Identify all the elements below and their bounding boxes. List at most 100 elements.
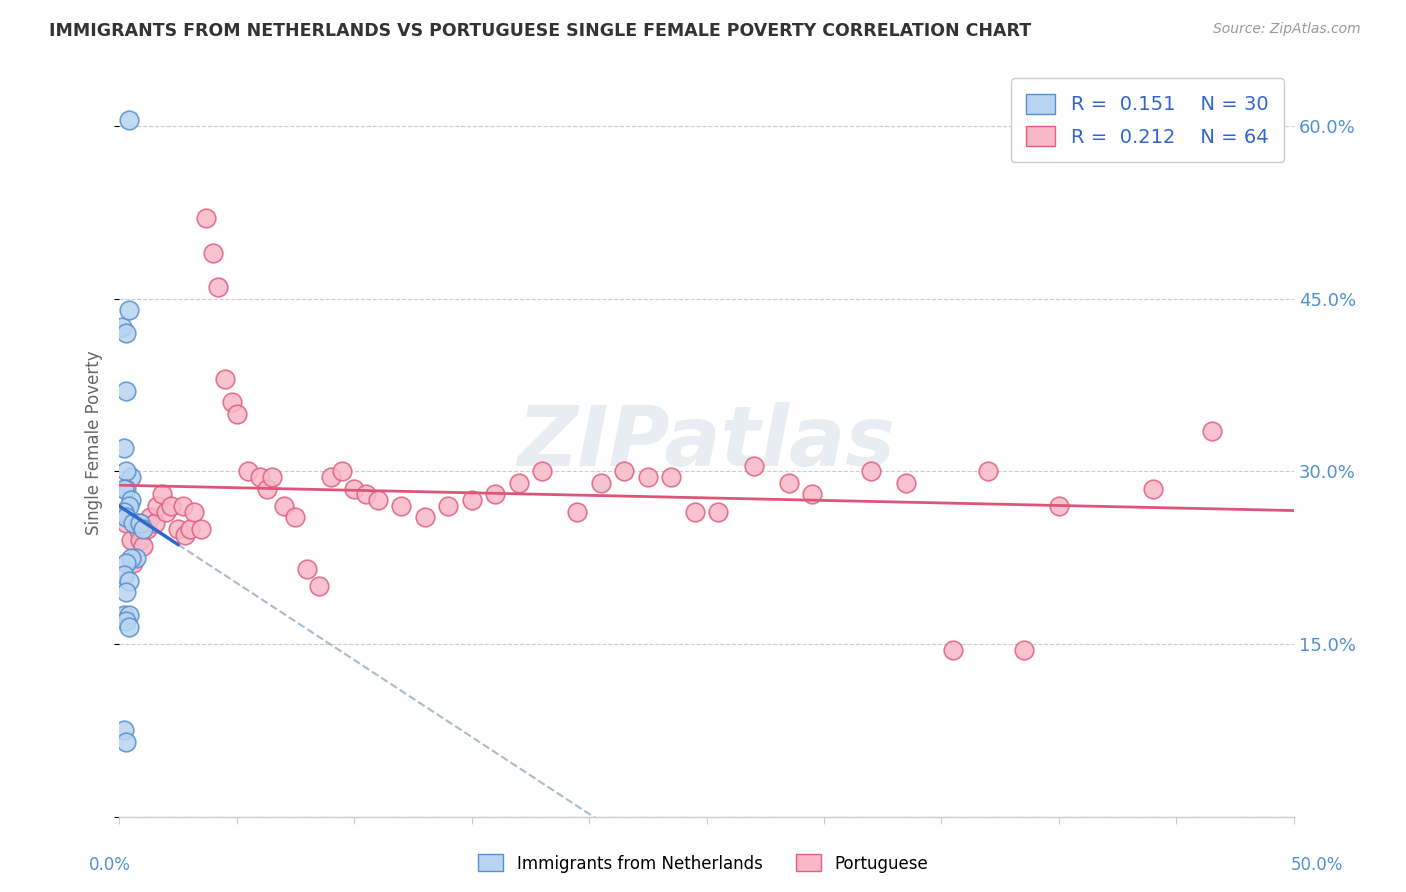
Point <box>308 579 330 593</box>
Point <box>120 493 142 508</box>
Point <box>1012 642 1035 657</box>
Point <box>112 505 135 519</box>
Point <box>508 475 530 490</box>
Point <box>132 539 155 553</box>
Text: Source: ZipAtlas.com: Source: ZipAtlas.com <box>1213 22 1361 37</box>
Point <box>225 407 247 421</box>
Point <box>129 516 152 530</box>
Point <box>122 557 145 571</box>
Point <box>112 567 135 582</box>
Point <box>118 620 141 634</box>
Point <box>256 482 278 496</box>
Point <box>896 475 918 490</box>
Point <box>167 522 190 536</box>
Point <box>460 493 482 508</box>
Point <box>146 499 169 513</box>
Point <box>127 516 149 530</box>
Point <box>183 505 205 519</box>
Point <box>172 499 194 513</box>
Point <box>118 574 141 588</box>
Point <box>115 516 138 530</box>
Point <box>125 550 148 565</box>
Point <box>260 470 283 484</box>
Point <box>1142 482 1164 496</box>
Point <box>221 395 243 409</box>
Legend: R =  0.151    N = 30, R =  0.212    N = 64: R = 0.151 N = 30, R = 0.212 N = 64 <box>1011 78 1284 162</box>
Point <box>115 735 138 749</box>
Point <box>115 614 138 628</box>
Point <box>112 505 135 519</box>
Point <box>195 211 218 226</box>
Point <box>249 470 271 484</box>
Point <box>332 464 354 478</box>
Point <box>118 113 141 128</box>
Point <box>122 516 145 530</box>
Text: IMMIGRANTS FROM NETHERLANDS VS PORTUGUESE SINGLE FEMALE POVERTY CORRELATION CHAR: IMMIGRANTS FROM NETHERLANDS VS PORTUGUES… <box>49 22 1032 40</box>
Point <box>150 487 173 501</box>
Point <box>179 522 201 536</box>
Point <box>118 499 141 513</box>
Point <box>613 464 636 478</box>
Point <box>484 487 506 501</box>
Point <box>115 326 138 341</box>
Point <box>589 475 612 490</box>
Point <box>112 442 135 456</box>
Point <box>115 384 138 398</box>
Point <box>977 464 1000 478</box>
Point <box>118 608 141 623</box>
Point <box>683 505 706 519</box>
Point <box>1201 424 1223 438</box>
Point <box>136 522 159 536</box>
Point <box>531 464 554 478</box>
Point <box>801 487 824 501</box>
Point <box>859 464 882 478</box>
Point <box>115 557 138 571</box>
Point <box>155 505 177 519</box>
Point <box>1047 499 1070 513</box>
Point <box>120 533 142 548</box>
Point <box>214 372 236 386</box>
Point <box>389 499 412 513</box>
Point <box>115 510 138 524</box>
Point <box>139 510 162 524</box>
Point <box>120 550 142 565</box>
Point <box>127 522 149 536</box>
Point <box>174 527 197 541</box>
Point <box>143 516 166 530</box>
Point <box>284 510 307 524</box>
Point <box>190 522 212 536</box>
Point <box>115 464 138 478</box>
Point <box>942 642 965 657</box>
Point <box>120 470 142 484</box>
Text: ZIPatlas: ZIPatlas <box>517 402 896 483</box>
Text: 0.0%: 0.0% <box>89 855 131 873</box>
Point <box>637 470 659 484</box>
Point <box>112 723 135 738</box>
Point <box>742 458 765 473</box>
Point <box>343 482 366 496</box>
Point <box>118 303 141 318</box>
Point <box>160 499 183 513</box>
Point <box>778 475 800 490</box>
Point <box>112 608 135 623</box>
Point <box>111 320 134 334</box>
Legend: Immigrants from Netherlands, Portuguese: Immigrants from Netherlands, Portuguese <box>471 847 935 880</box>
Point <box>567 505 589 519</box>
Point <box>367 493 389 508</box>
Point <box>238 464 260 478</box>
Point <box>207 280 229 294</box>
Point <box>295 562 318 576</box>
Text: 50.0%: 50.0% <box>1291 855 1343 873</box>
Point <box>202 245 225 260</box>
Point <box>437 499 460 513</box>
Point <box>273 499 295 513</box>
Point <box>659 470 682 484</box>
Point <box>115 585 138 599</box>
Point <box>707 505 730 519</box>
Y-axis label: Single Female Poverty: Single Female Poverty <box>86 351 103 535</box>
Point <box>129 533 152 548</box>
Point <box>112 482 135 496</box>
Point <box>354 487 377 501</box>
Point <box>115 482 138 496</box>
Point <box>413 510 436 524</box>
